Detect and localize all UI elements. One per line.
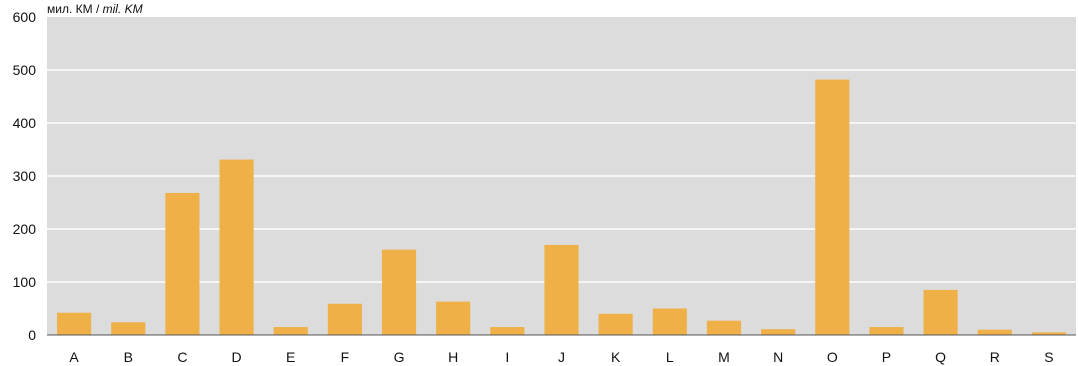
bar-i [490, 327, 525, 335]
unit-label-separator: / [92, 2, 103, 16]
bar-f [327, 303, 362, 335]
x-tick-label-n: N [773, 349, 783, 365]
x-tick-label-a: A [69, 349, 79, 365]
x-tick-label-m: M [718, 349, 730, 365]
bar-s [1031, 332, 1066, 335]
bar-a [57, 312, 92, 335]
x-tick-label-g: G [394, 349, 405, 365]
bar-e [273, 327, 308, 335]
bar-q [923, 289, 958, 335]
x-tick-label-q: Q [935, 349, 946, 365]
y-tick-label: 100 [13, 274, 37, 290]
x-tick-label-i: I [505, 349, 509, 365]
bar-r [977, 329, 1012, 335]
y-tick-label: 500 [13, 62, 37, 78]
bar-j [544, 244, 579, 335]
x-tick-label-c: C [177, 349, 187, 365]
unit-label-text: мил. КМ [47, 2, 93, 16]
x-tick-label-l: L [666, 349, 674, 365]
x-tick-label-s: S [1044, 349, 1053, 365]
y-tick-label: 200 [13, 221, 37, 237]
bars [57, 79, 1066, 335]
y-tick-label: 600 [13, 9, 37, 25]
bar-g [381, 249, 417, 335]
bar-l [652, 308, 687, 335]
x-tick-label-r: R [990, 349, 1000, 365]
bar-d [219, 159, 254, 335]
bar-h [436, 301, 471, 335]
bar-m [706, 320, 742, 335]
y-axis-ticks: 0 100 200 300 400 500 600 [13, 9, 37, 343]
y-tick-label: 0 [28, 327, 36, 343]
x-tick-label-p: P [882, 349, 891, 365]
x-tick-label-h: H [448, 349, 458, 365]
x-tick-label-j: J [558, 349, 565, 365]
x-tick-label-o: O [827, 349, 838, 365]
x-axis-ticks: A B C D E F G H I J K L M N O P Q R S [69, 349, 1053, 365]
x-tick-label-b: B [124, 349, 133, 365]
x-tick-label-f: F [341, 349, 350, 365]
bar-o [815, 79, 850, 335]
x-tick-label-e: E [286, 349, 295, 365]
y-tick-label: 400 [13, 115, 37, 131]
bar-k [598, 313, 633, 335]
x-tick-label-d: D [231, 349, 241, 365]
bar-c [165, 192, 200, 335]
bar-p [869, 327, 904, 335]
bar-n [761, 329, 796, 335]
unit-label: мил. КМ / mil. KM [47, 2, 143, 16]
unit-label-italic: mil. KM [102, 2, 143, 16]
y-tick-label: 300 [13, 168, 37, 184]
gridlines [47, 69, 1076, 283]
x-tick-label-k: K [611, 349, 621, 365]
bar-b [111, 322, 146, 335]
